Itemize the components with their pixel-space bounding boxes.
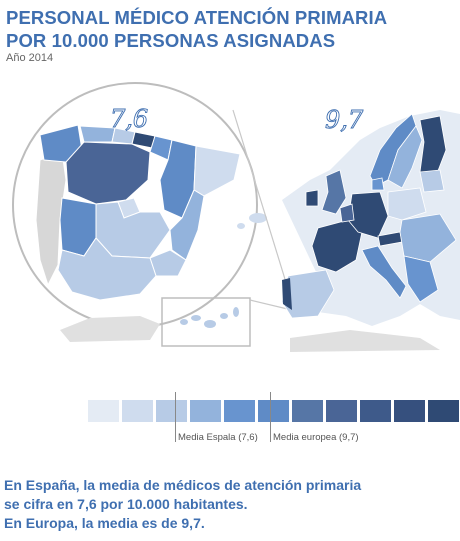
legend-swatch <box>88 400 119 422</box>
region-canary-islands <box>180 307 239 328</box>
legend-swatch <box>292 400 323 422</box>
italy-europe <box>361 245 407 299</box>
legend-swatch <box>190 400 221 422</box>
maps-illustration: 7,6 9,7 <box>12 82 460 352</box>
legend-marker-europe-label: Media europea (9,7) <box>273 432 359 443</box>
denmark-europe <box>371 177 385 191</box>
balearic-small <box>237 223 245 229</box>
region-catalonia <box>193 145 241 197</box>
title-line-1: PERSONAL MÉDICO ATENCIÓN PRIMARIA <box>6 7 388 28</box>
sweden-europe <box>387 125 423 189</box>
legend-swatch <box>428 400 459 422</box>
baltics-europe <box>419 169 445 193</box>
iberia-europe <box>281 269 335 319</box>
legend-swatch <box>394 400 425 422</box>
africa-europe <box>290 330 440 352</box>
title-line-2: POR 10.000 PERSONAS ASIGNADAS <box>6 30 336 51</box>
legend-swatch <box>156 400 187 422</box>
footer-caption: En España, la media de médicos de atenci… <box>4 476 361 533</box>
region-castilla-leon <box>65 141 151 205</box>
zoom-connector-top <box>232 109 293 303</box>
legend-swatch <box>122 400 153 422</box>
legend-swatch <box>224 400 255 422</box>
benelux-europe <box>339 203 355 223</box>
portugal-europe <box>282 278 292 310</box>
legend-swatch <box>258 400 289 422</box>
canary-inset-frame <box>161 297 251 347</box>
footer-line-3: En Europa, la media es de 9,7. <box>4 515 205 531</box>
poland-europe <box>387 187 427 221</box>
balkans-europe <box>403 255 439 303</box>
page-title: PERSONAL MÉDICO ATENCIÓN PRIMARIA POR 10… <box>6 6 387 52</box>
footer-line-2: se cifra en 7,6 por 10.000 habitantes. <box>4 496 248 512</box>
subtitle-year: Año 2014 <box>6 52 54 64</box>
europe-map: 9,7 <box>281 106 460 352</box>
spain-value-label: 7,6 <box>110 105 148 133</box>
region-valencia <box>169 189 205 261</box>
legend-marker-europe-line <box>270 392 271 442</box>
africa-coast <box>60 316 160 342</box>
legend-marker-spain-label: Media Espala (7,6) <box>178 432 258 443</box>
legend-marker-spain-line <box>175 392 176 442</box>
uk-europe <box>321 169 347 215</box>
spain-zoom-map: 7,6 <box>12 82 267 347</box>
region-andalusia <box>57 237 157 301</box>
region-balearic <box>249 213 267 223</box>
ireland-europe <box>305 189 319 207</box>
legend-color-scale <box>88 400 460 422</box>
legend-swatch <box>326 400 357 422</box>
europe-value-label: 9,7 <box>325 106 364 134</box>
footer-line-1: En España, la media de médicos de atenci… <box>4 477 362 493</box>
legend-swatch <box>360 400 391 422</box>
